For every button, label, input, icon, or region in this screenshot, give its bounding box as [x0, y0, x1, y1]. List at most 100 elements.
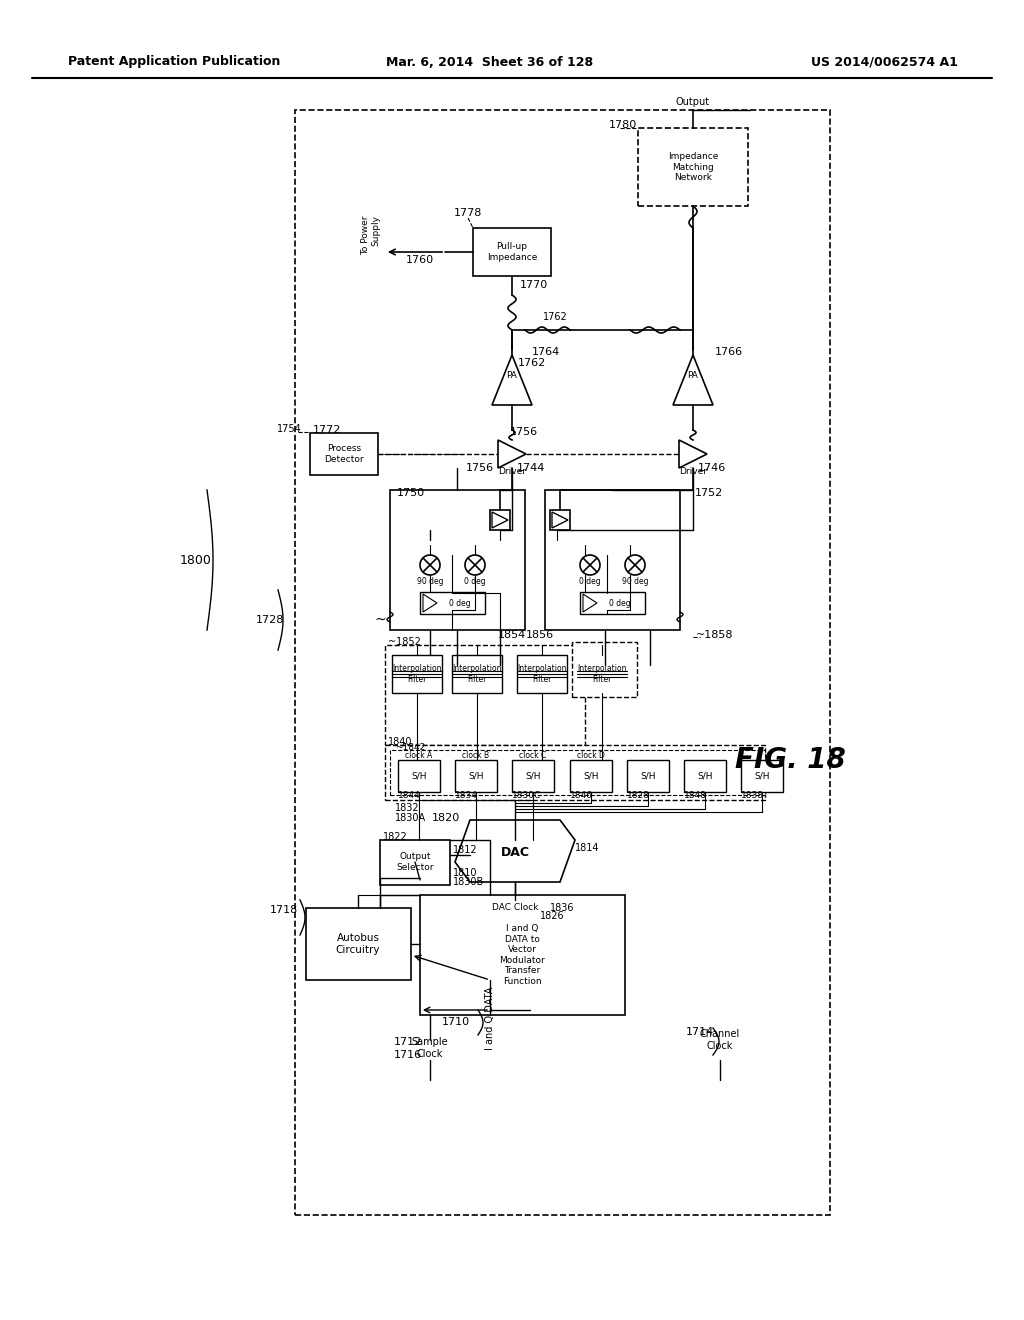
Text: Driver: Driver	[679, 467, 707, 477]
Text: US 2014/0062574 A1: US 2014/0062574 A1	[811, 55, 958, 69]
Bar	[380, 840, 450, 884]
Text: 1840: 1840	[388, 737, 413, 747]
Text: 1812: 1812	[453, 845, 477, 855]
Text: S/H: S/H	[412, 771, 427, 780]
Text: Interpolation
Filter: Interpolation Filter	[517, 664, 566, 684]
Text: S/H: S/H	[584, 771, 599, 780]
Text: Output
Selector: Output Selector	[396, 853, 434, 871]
Text: ~1858: ~1858	[696, 630, 733, 640]
Bar	[572, 642, 637, 697]
Bar	[390, 490, 525, 630]
Text: 1754: 1754	[278, 424, 302, 434]
Bar	[420, 591, 485, 614]
Text: 0 deg: 0 deg	[609, 598, 631, 607]
Bar	[741, 760, 783, 792]
Text: 1770: 1770	[520, 280, 548, 290]
Text: 1746: 1746	[698, 463, 726, 473]
Bar	[512, 760, 554, 792]
Text: 1830C: 1830C	[512, 791, 542, 800]
Text: 0 deg: 0 deg	[580, 578, 601, 586]
Text: 1826: 1826	[540, 911, 564, 921]
Bar	[627, 760, 669, 792]
Bar	[385, 744, 765, 800]
Text: I and Q
DATA to
Vector
Modulator
Transfer
Function: I and Q DATA to Vector Modulator Transfe…	[499, 924, 545, 986]
Text: 1810: 1810	[453, 869, 477, 878]
Text: Interpolation
Filter: Interpolation Filter	[392, 664, 441, 684]
Text: 1728: 1728	[256, 615, 285, 624]
Text: 1762: 1762	[518, 358, 546, 368]
Bar	[310, 433, 378, 475]
Text: 1828: 1828	[627, 791, 650, 800]
Text: 0 deg: 0 deg	[450, 598, 471, 607]
Text: 1744: 1744	[517, 463, 546, 473]
Text: I and Q DATA: I and Q DATA	[485, 986, 495, 1049]
Bar	[452, 655, 502, 693]
Text: Interpolation
Filter: Interpolation Filter	[453, 664, 502, 684]
Text: 1710: 1710	[442, 1016, 470, 1027]
Text: 1836: 1836	[550, 903, 574, 913]
Text: 1778: 1778	[454, 209, 482, 218]
Text: clock D: clock D	[578, 751, 605, 759]
Bar	[390, 750, 765, 795]
Text: Output: Output	[676, 96, 710, 107]
Text: S/H: S/H	[640, 771, 655, 780]
Text: Sample
Clock: Sample Clock	[412, 1038, 449, 1059]
Text: 1752: 1752	[695, 488, 723, 498]
Text: ~1852: ~1852	[388, 638, 421, 647]
Text: 1844: 1844	[398, 791, 421, 800]
Bar	[455, 760, 497, 792]
Text: 1838: 1838	[741, 791, 764, 800]
Text: 1712: 1712	[394, 1038, 422, 1047]
Text: 1766: 1766	[715, 347, 743, 356]
Text: 1846: 1846	[570, 791, 593, 800]
Text: DAC: DAC	[501, 846, 529, 858]
Text: 1764: 1764	[532, 347, 560, 356]
Text: 1718: 1718	[269, 906, 298, 915]
Text: S/H: S/H	[468, 771, 483, 780]
Bar	[306, 908, 411, 979]
Text: 1800: 1800	[180, 553, 212, 566]
Text: 1832: 1832	[395, 803, 420, 813]
Bar	[398, 760, 440, 792]
Text: Pull-up
Impedance: Pull-up Impedance	[486, 243, 538, 261]
Text: 1830B: 1830B	[453, 876, 484, 887]
Text: 1856: 1856	[526, 630, 554, 640]
Text: S/H: S/H	[697, 771, 713, 780]
Text: clock C: clock C	[519, 751, 547, 759]
Text: 1750: 1750	[397, 488, 425, 498]
Bar	[295, 110, 830, 1214]
Bar	[473, 228, 551, 276]
Bar	[420, 895, 625, 1015]
Text: 1820: 1820	[432, 813, 460, 822]
Text: Channel
Clock: Channel Clock	[699, 1030, 740, 1051]
Bar	[638, 128, 748, 206]
Bar	[550, 510, 570, 531]
Text: ~1842: ~1842	[395, 743, 425, 752]
Text: 1822: 1822	[383, 832, 408, 842]
Text: To Power
Supply: To Power Supply	[360, 215, 380, 255]
Text: 1716: 1716	[394, 1049, 422, 1060]
Text: 1760: 1760	[406, 255, 434, 265]
Text: 1714: 1714	[686, 1027, 714, 1038]
Bar	[490, 510, 510, 531]
Text: Impedance
Matching
Network: Impedance Matching Network	[668, 152, 718, 182]
Text: PA: PA	[507, 371, 517, 380]
Text: Process
Detector: Process Detector	[325, 445, 364, 463]
Text: clock A: clock A	[406, 751, 432, 759]
Text: 0 deg: 0 deg	[464, 578, 485, 586]
Text: FIG. 18: FIG. 18	[734, 746, 846, 774]
Bar	[684, 760, 726, 792]
Text: 1854: 1854	[498, 630, 526, 640]
Bar	[545, 490, 680, 630]
Text: 1814: 1814	[575, 843, 599, 853]
Text: Mar. 6, 2014  Sheet 36 of 128: Mar. 6, 2014 Sheet 36 of 128	[386, 55, 594, 69]
Text: 1848: 1848	[684, 791, 707, 800]
Bar	[392, 655, 442, 693]
Text: Autobus
Circuitry: Autobus Circuitry	[336, 933, 380, 954]
Text: S/H: S/H	[755, 771, 770, 780]
Bar	[570, 760, 612, 792]
Text: 1756: 1756	[466, 463, 495, 473]
Text: 1762: 1762	[543, 312, 567, 322]
Bar	[517, 655, 567, 693]
Bar	[580, 591, 645, 614]
